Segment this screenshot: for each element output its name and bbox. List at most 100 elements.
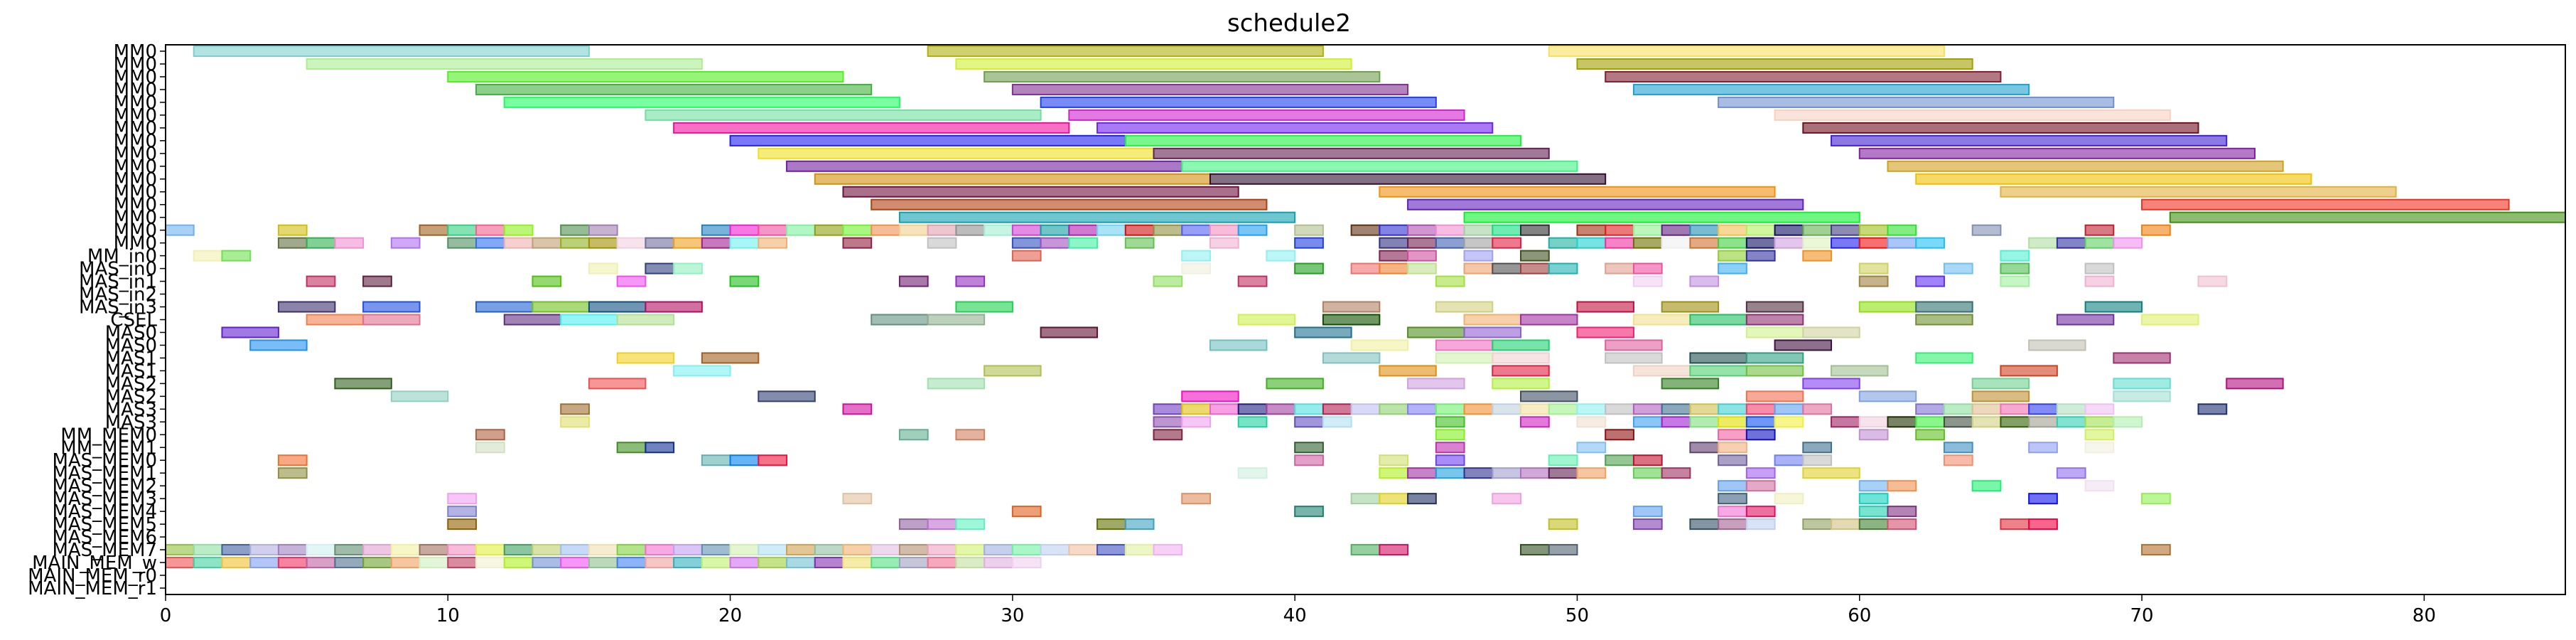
gantt-bar bbox=[1802, 403, 1833, 415]
gantt-bar bbox=[1294, 416, 1324, 428]
gantt-bar bbox=[390, 390, 449, 402]
gantt-bar bbox=[1915, 314, 1973, 326]
gantt-bar bbox=[1718, 518, 1747, 530]
chart-title: schedule2 bbox=[1227, 9, 1351, 38]
gantt-bar bbox=[983, 365, 1042, 377]
gantt-bar bbox=[362, 557, 392, 569]
gantt-bar bbox=[2141, 544, 2171, 556]
gantt-bar bbox=[1943, 403, 1973, 415]
x-tick-label: 10 bbox=[436, 605, 460, 626]
gantt-bar bbox=[1237, 314, 1296, 326]
gantt-bar bbox=[588, 301, 647, 313]
x-tick-label: 80 bbox=[2413, 605, 2436, 626]
gantt-bar bbox=[1379, 544, 1409, 556]
gantt-bar bbox=[1322, 314, 1381, 326]
gantt-bar bbox=[1350, 544, 1381, 556]
gantt-bar bbox=[2028, 237, 2058, 249]
y-tick-label: MM0 bbox=[114, 80, 157, 101]
gantt-bar bbox=[983, 70, 1381, 82]
gantt-bar bbox=[2028, 518, 2058, 530]
y-tick-label: MAIN_MEM_r0 bbox=[28, 565, 157, 587]
gantt-bar bbox=[729, 224, 760, 236]
gantt-bar bbox=[1661, 403, 1691, 415]
gantt-bar bbox=[1435, 454, 1465, 466]
gantt-bar bbox=[1576, 416, 1607, 428]
gantt-bar bbox=[1181, 416, 1211, 428]
gantt-bar bbox=[334, 544, 365, 556]
gantt-bar bbox=[1802, 378, 1860, 390]
x-tick-label: 40 bbox=[1283, 605, 1307, 626]
gantt-bar bbox=[1237, 275, 1268, 287]
gantt-bar bbox=[1689, 352, 1747, 364]
gantt-bar bbox=[1943, 262, 1973, 274]
gantt-bar bbox=[786, 224, 816, 236]
gantt-bar bbox=[503, 544, 534, 556]
gantt-bar bbox=[1294, 262, 1324, 274]
gantt-bar bbox=[447, 544, 478, 556]
gantt-bar bbox=[955, 544, 986, 556]
gantt-bar bbox=[2056, 403, 2086, 415]
gantt-bar bbox=[1718, 493, 1747, 505]
gantt-bar bbox=[1802, 224, 1833, 236]
gantt-bar bbox=[1915, 416, 1945, 428]
gantt-bar bbox=[249, 544, 279, 556]
gantt-bar bbox=[447, 506, 478, 518]
y-tick-label: MM0 bbox=[114, 41, 157, 63]
gantt-bar bbox=[1435, 301, 1494, 313]
gantt-bar bbox=[447, 70, 844, 82]
gantt-bar bbox=[1124, 544, 1155, 556]
gantt-bar bbox=[277, 454, 308, 466]
gantt-bar bbox=[1745, 467, 1776, 479]
gantt-bar bbox=[1718, 442, 1747, 454]
gantt-bar bbox=[758, 147, 1155, 159]
gantt-bar bbox=[249, 339, 308, 351]
gantt-bar bbox=[1407, 403, 1437, 415]
y-tick-label: MAS0 bbox=[105, 322, 157, 343]
y-tick-label: MM_MEM1 bbox=[60, 437, 157, 459]
gantt-bar bbox=[1153, 224, 1183, 236]
x-tick-label: 70 bbox=[2130, 605, 2154, 626]
gantt-bar bbox=[983, 557, 1013, 569]
gantt-bar bbox=[2197, 275, 2228, 287]
y-tick-label: MAS3 bbox=[105, 399, 157, 420]
gantt-bar bbox=[1096, 224, 1126, 236]
gantt-bar bbox=[1858, 301, 1917, 313]
gantt-bar bbox=[1576, 58, 1973, 70]
gantt-bar bbox=[758, 557, 788, 569]
gantt-bar bbox=[1689, 442, 1720, 454]
gantt-bar bbox=[1040, 237, 1070, 249]
gantt-bar bbox=[898, 224, 929, 236]
gantt-bar bbox=[1520, 224, 1550, 236]
gantt-bar bbox=[1605, 339, 1663, 351]
gantt-bar bbox=[1548, 544, 1578, 556]
y-tick-label: MAS1 bbox=[105, 348, 157, 369]
gantt-bar bbox=[1576, 403, 1607, 415]
gantt-bar bbox=[1181, 250, 1211, 262]
gantt-bar bbox=[475, 224, 505, 236]
gantt-bar bbox=[898, 557, 929, 569]
gantt-bar bbox=[1745, 480, 1776, 492]
gantt-bar bbox=[645, 557, 675, 569]
gantt-bar bbox=[729, 544, 760, 556]
gantt-bar bbox=[362, 275, 392, 287]
gantt-bar bbox=[1858, 429, 1889, 441]
gantt-bar bbox=[927, 45, 1324, 57]
y-tick-label: MM0 bbox=[114, 169, 157, 191]
gantt-bar bbox=[871, 544, 900, 556]
gantt-bar bbox=[1718, 250, 1747, 262]
gantt-bar bbox=[419, 544, 449, 556]
gantt-bar bbox=[1463, 467, 1494, 479]
gantt-bar bbox=[1181, 262, 1211, 274]
gantt-bar bbox=[1520, 416, 1550, 428]
gantt-bar bbox=[447, 557, 478, 569]
gantt-bar bbox=[1605, 352, 1663, 364]
gantt-bar bbox=[1492, 493, 1522, 505]
gantt-bar bbox=[1435, 416, 1465, 428]
gantt-bar bbox=[1011, 557, 1042, 569]
gantt-bar bbox=[1322, 352, 1381, 364]
gantt-bar bbox=[475, 442, 505, 454]
gantt-bar bbox=[306, 237, 336, 249]
gantt-bar bbox=[1689, 518, 1720, 530]
gantt-bar bbox=[1887, 506, 1917, 518]
y-tick-label: MAS2 bbox=[105, 373, 157, 395]
